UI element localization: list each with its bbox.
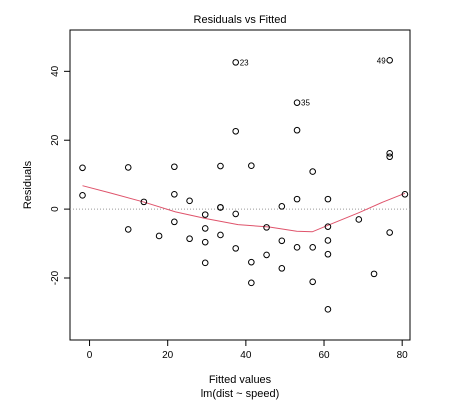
- residual-point: [309, 278, 316, 286]
- residual-point: [232, 210, 240, 218]
- residual-point: [278, 203, 286, 210]
- residual-point: [140, 198, 148, 206]
- residual-point: [201, 211, 209, 218]
- point-id-label: 23: [240, 58, 249, 67]
- residual-point: [248, 162, 255, 170]
- y-tick-label: 20: [50, 134, 61, 146]
- residual-point: [293, 99, 301, 106]
- residual-point: [217, 204, 224, 211]
- residual-point: [217, 162, 224, 170]
- residual-point: [124, 226, 132, 233]
- residual-point: [355, 216, 363, 223]
- residual-point: [232, 245, 240, 252]
- residual-point: [324, 195, 332, 203]
- residual-point: [386, 57, 393, 64]
- chart-title: Residuals vs Fitted: [194, 14, 287, 26]
- y-tick-label: -20: [50, 270, 61, 285]
- residual-point: [171, 163, 178, 171]
- x-tick-label: 0: [87, 350, 93, 361]
- residual-point: [293, 126, 301, 134]
- y-axis-title: Residuals: [22, 160, 34, 209]
- residual-point: [386, 153, 393, 161]
- point-id-label: 49: [377, 56, 386, 65]
- residual-point: [324, 306, 332, 313]
- residual-point: [309, 244, 316, 251]
- residual-point: [201, 238, 209, 246]
- residual-point: [293, 195, 301, 203]
- y-axis: -20 0 20 40: [50, 65, 70, 285]
- x-tick-label: 80: [397, 350, 409, 361]
- residual-point: [324, 250, 332, 258]
- residual-point: [201, 225, 209, 232]
- residual-point: [171, 191, 178, 198]
- x-tick-label: 40: [240, 350, 252, 361]
- residual-point: [232, 127, 240, 135]
- residual-points: [79, 57, 409, 313]
- residual-point: [79, 164, 86, 172]
- x-tick-label: 20: [162, 350, 174, 361]
- residual-point: [171, 218, 178, 226]
- point-id-label: 35: [301, 99, 310, 108]
- residual-point: [370, 270, 378, 278]
- residual-point: [401, 191, 409, 198]
- residual-point: [278, 265, 286, 272]
- residual-point: [263, 251, 270, 259]
- x-tick-label: 60: [318, 350, 330, 361]
- residual-point: [293, 244, 301, 251]
- y-tick-label: 0: [50, 206, 61, 212]
- x-axis-subtitle: lm(dist ~ speed): [201, 388, 280, 400]
- residual-point: [201, 259, 209, 267]
- residual-point: [217, 231, 224, 239]
- residual-point: [124, 164, 132, 171]
- residual-point: [263, 224, 270, 231]
- residual-point: [186, 197, 193, 205]
- residual-point: [248, 279, 255, 287]
- outlier-labels: 23 35 49: [240, 56, 387, 107]
- residual-point: [248, 258, 255, 266]
- residual-point: [309, 168, 316, 175]
- residual-point: [386, 229, 393, 236]
- residual-point: [186, 235, 193, 243]
- residual-point: [155, 232, 163, 240]
- residual-point: [324, 237, 332, 244]
- residual-point: [324, 223, 332, 230]
- x-axis-title: Fitted values: [209, 374, 272, 386]
- x-axis: 0 20 40 60 80: [87, 340, 408, 361]
- residual-point: [232, 59, 240, 66]
- residual-point: [386, 150, 393, 157]
- y-tick-label: 40: [50, 65, 61, 77]
- residual-point: [278, 237, 286, 245]
- plot-frame: [69, 29, 411, 341]
- residual-point: [79, 192, 86, 199]
